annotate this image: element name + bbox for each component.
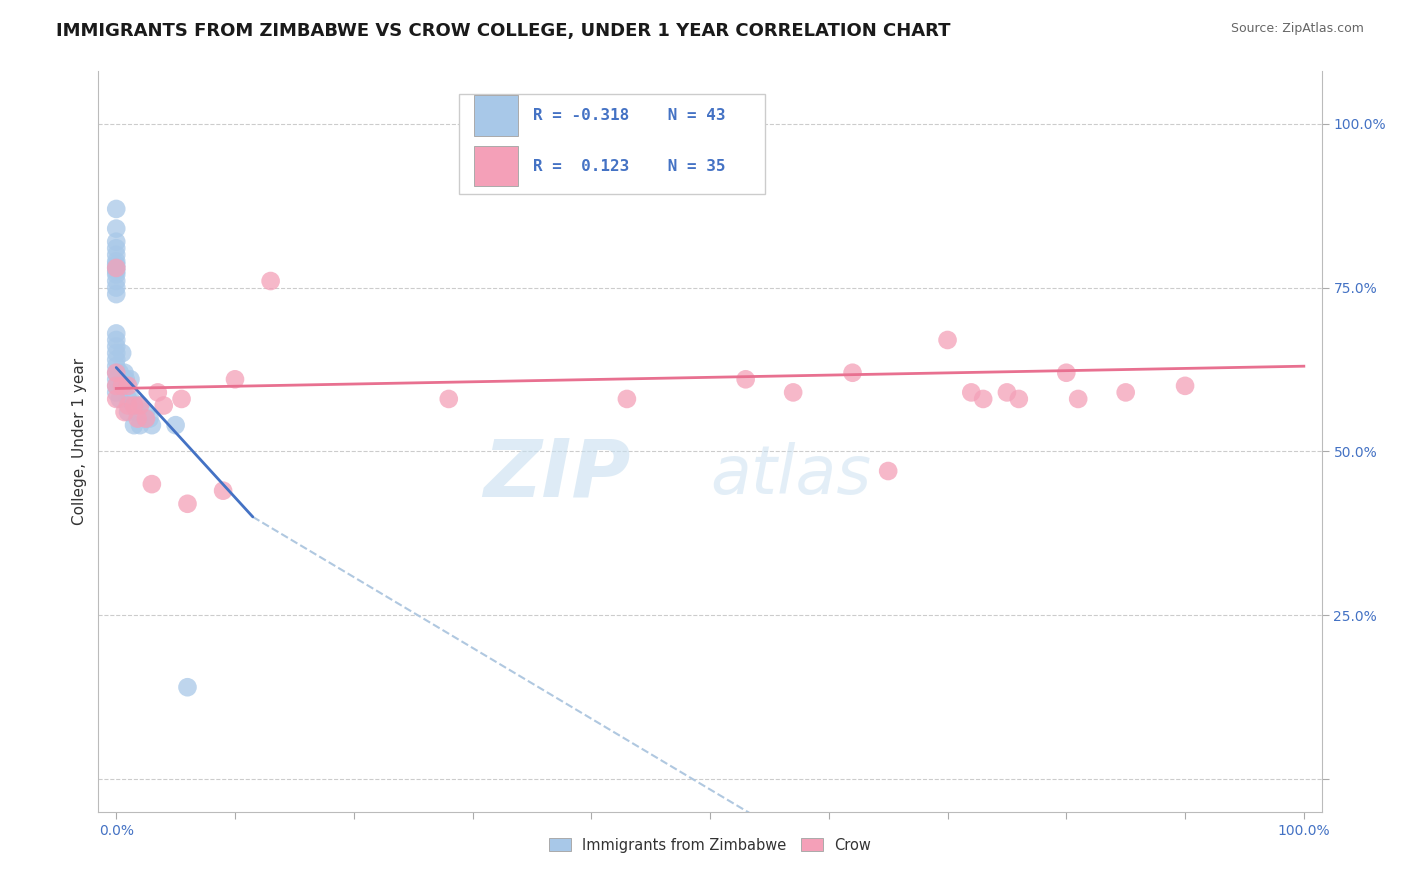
Point <box>936 333 959 347</box>
Point <box>1054 366 1077 380</box>
Point <box>212 483 235 498</box>
Point <box>141 477 163 491</box>
Point <box>105 260 128 275</box>
Text: atlas: atlas <box>710 442 872 508</box>
Point <box>152 399 174 413</box>
Text: IMMIGRANTS FROM ZIMBABWE VS CROW COLLEGE, UNDER 1 YEAR CORRELATION CHART: IMMIGRANTS FROM ZIMBABWE VS CROW COLLEGE… <box>56 22 950 40</box>
Point <box>105 280 128 294</box>
Point <box>111 379 134 393</box>
Point <box>105 379 128 393</box>
Point <box>960 385 983 400</box>
Point <box>176 497 198 511</box>
Point <box>117 379 139 393</box>
Point <box>111 346 134 360</box>
Point <box>259 274 281 288</box>
Point <box>120 372 142 386</box>
Point <box>138 411 160 425</box>
Point <box>129 418 152 433</box>
Point <box>782 385 804 400</box>
Legend: Immigrants from Zimbabwe, Crow: Immigrants from Zimbabwe, Crow <box>541 830 879 860</box>
Point <box>1174 379 1197 393</box>
Point <box>105 366 128 380</box>
Point <box>972 392 994 406</box>
Point <box>122 399 145 413</box>
Point <box>105 326 128 341</box>
Point <box>105 268 128 282</box>
Point <box>105 392 128 406</box>
Point <box>1115 385 1137 400</box>
Point <box>122 418 145 433</box>
Point <box>114 405 136 419</box>
Point <box>105 221 128 235</box>
Point <box>127 405 149 419</box>
Point <box>105 274 128 288</box>
FancyBboxPatch shape <box>474 145 517 186</box>
Point <box>108 392 131 406</box>
Point <box>176 680 198 694</box>
Point <box>224 372 246 386</box>
Point <box>122 399 145 413</box>
Point <box>129 399 152 413</box>
Text: Source: ZipAtlas.com: Source: ZipAtlas.com <box>1230 22 1364 36</box>
Point <box>105 385 128 400</box>
Point <box>105 254 128 268</box>
Point <box>117 399 139 413</box>
Text: R = -0.318    N = 43: R = -0.318 N = 43 <box>533 108 725 123</box>
Point <box>105 202 128 216</box>
Point <box>877 464 900 478</box>
Point <box>117 392 139 406</box>
Point <box>127 411 149 425</box>
Point <box>114 372 136 386</box>
Point <box>105 372 128 386</box>
Y-axis label: College, Under 1 year: College, Under 1 year <box>72 358 87 525</box>
Point <box>105 264 128 278</box>
Point <box>120 392 142 406</box>
Point <box>1008 392 1031 406</box>
Point <box>105 346 128 360</box>
Point <box>111 379 134 393</box>
Point <box>105 352 128 367</box>
Point <box>135 411 157 425</box>
Point <box>105 258 128 272</box>
Point <box>146 385 169 400</box>
Point <box>995 385 1018 400</box>
Point <box>105 248 128 262</box>
Text: ZIP: ZIP <box>484 436 630 514</box>
FancyBboxPatch shape <box>460 94 765 194</box>
Point <box>734 372 756 386</box>
Point <box>165 418 187 433</box>
Point <box>105 333 128 347</box>
Point <box>129 399 152 413</box>
Point <box>105 339 128 353</box>
Point <box>437 392 460 406</box>
Point <box>105 359 128 374</box>
Point <box>105 235 128 249</box>
Point <box>141 418 163 433</box>
Point <box>105 260 128 275</box>
Point <box>1067 392 1090 406</box>
Point <box>108 366 131 380</box>
Point <box>117 405 139 419</box>
Point <box>114 366 136 380</box>
Point <box>616 392 638 406</box>
Text: R =  0.123    N = 35: R = 0.123 N = 35 <box>533 159 725 174</box>
Point <box>105 366 128 380</box>
Point <box>841 366 863 380</box>
Point <box>135 405 157 419</box>
Point <box>170 392 193 406</box>
Point <box>105 287 128 301</box>
Point <box>105 241 128 255</box>
Point <box>105 379 128 393</box>
FancyBboxPatch shape <box>474 95 517 136</box>
